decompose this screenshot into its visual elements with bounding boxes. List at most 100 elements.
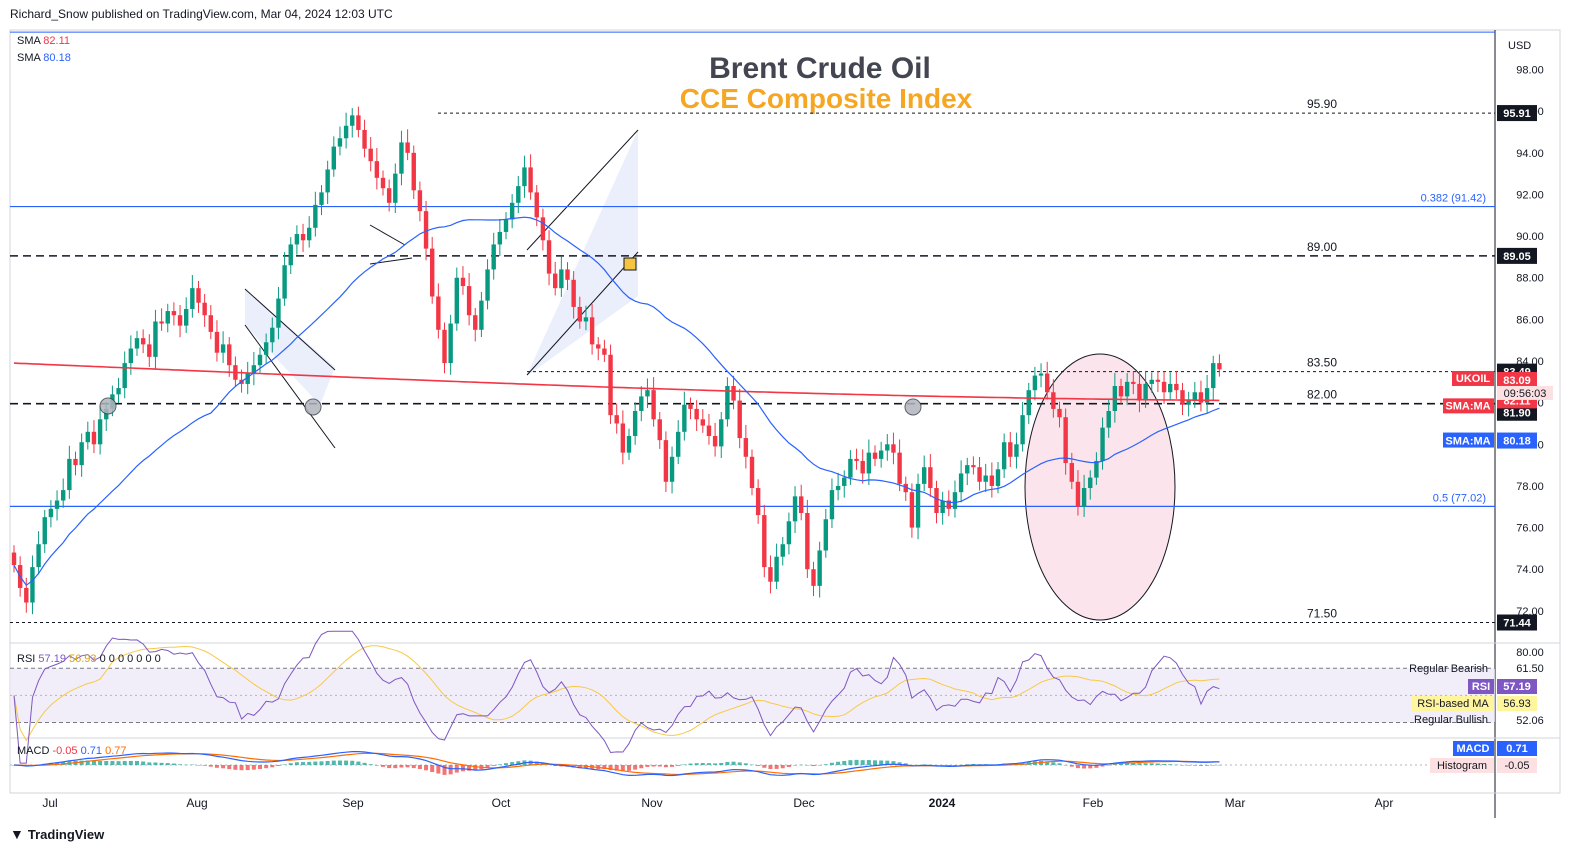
- candle-body: [116, 388, 121, 395]
- macd-histogram-bar: [651, 765, 656, 767]
- macd-histogram-bar: [491, 765, 496, 766]
- candle-body: [91, 431, 97, 445]
- macd-histogram-bar: [1198, 765, 1203, 766]
- candle-body: [134, 338, 140, 349]
- time-tick: Jul: [42, 796, 57, 810]
- macd-histogram-bar: [504, 763, 508, 765]
- macd-line: [13, 751, 1220, 777]
- candle-body: [626, 435, 632, 453]
- price-axis-label-text: 71.44: [1503, 618, 1531, 630]
- price-axis-label: [1497, 371, 1537, 388]
- candle-body: [177, 315, 183, 326]
- candle-body: [153, 321, 158, 357]
- candle-body: [423, 211, 429, 249]
- candle-body: [1014, 444, 1019, 457]
- sma-red-line: [13, 362, 1220, 402]
- tradingview-logo[interactable]: ▼ TradingView: [10, 826, 105, 842]
- macd-histogram-bar: [153, 762, 158, 765]
- macd-histogram-bar: [768, 765, 773, 769]
- candle-body: [11, 552, 17, 566]
- candle-body: [811, 569, 816, 586]
- price-axis-label-text: 83.09: [1503, 375, 1531, 387]
- candle-body: [405, 142, 410, 153]
- candle-body: [282, 265, 287, 299]
- candle-body: [79, 442, 84, 466]
- rsi-tick: 80.00: [1516, 647, 1544, 659]
- symbol-tag-text: UKOIL: [1456, 373, 1491, 385]
- macd-histogram-bar: [128, 760, 133, 765]
- macd-histogram-bar: [159, 762, 164, 765]
- candle-body: [989, 475, 995, 486]
- macd-histogram-bar: [719, 762, 724, 765]
- candle-body: [159, 321, 164, 324]
- candle-body: [67, 458, 72, 491]
- candle-body: [885, 444, 890, 451]
- macd-histogram-bar: [1180, 765, 1185, 766]
- macd-histogram-bar: [485, 765, 490, 768]
- candle-body: [313, 204, 318, 228]
- macd-histogram-bar: [1051, 762, 1056, 765]
- candle-body: [460, 277, 466, 287]
- candle-body: [577, 306, 582, 322]
- macd-histogram-bar: [1131, 762, 1136, 765]
- candle-body: [540, 217, 546, 241]
- candle-body: [1057, 408, 1062, 418]
- macd-histogram-bar: [190, 764, 195, 766]
- rsi-tag-text: RSI: [1472, 681, 1490, 693]
- candle-body: [374, 161, 380, 178]
- macd-histogram-bar: [264, 765, 269, 769]
- rsi-ma-tag: [1412, 696, 1494, 711]
- flag-channel-line: [244, 288, 336, 371]
- candle-body: [1106, 410, 1111, 428]
- candle-body: [54, 500, 60, 509]
- candle-body: [503, 219, 509, 232]
- chart-subtitle: CCE Composite Index: [680, 83, 973, 114]
- candle-body: [227, 344, 232, 366]
- macd-histogram-bar: [891, 761, 896, 765]
- candle-body: [565, 269, 570, 280]
- macd-histogram-bar: [694, 763, 699, 765]
- candle-body: [922, 467, 927, 484]
- macd-histogram-bar: [737, 762, 742, 765]
- flag-channel-line: [244, 324, 336, 449]
- candle-body: [632, 410, 638, 436]
- price-axis-label-text: 89.05: [1503, 251, 1531, 263]
- candle-body: [1174, 383, 1179, 391]
- macd-histogram-bar: [233, 765, 238, 770]
- candle-body: [1001, 442, 1007, 470]
- crossover-marker: [623, 257, 637, 271]
- macd-histogram-bar: [1205, 765, 1210, 766]
- macd-histogram-bar: [467, 765, 472, 771]
- macd-histogram-bar: [301, 762, 306, 765]
- macd-histogram-bar: [288, 763, 293, 765]
- macd-histogram-bar: [245, 765, 250, 771]
- candle-body: [1094, 460, 1099, 478]
- candle-body: [528, 167, 533, 193]
- rsi-line: [13, 630, 1220, 764]
- macd-histogram-bar: [713, 763, 718, 765]
- candle-body: [362, 129, 367, 149]
- macd-histogram-bar: [1162, 764, 1167, 765]
- price-tick: 90.00: [1516, 231, 1544, 243]
- macd-histogram-bar: [817, 765, 822, 766]
- rsi-tag: [1468, 679, 1494, 694]
- candle-body: [140, 338, 146, 345]
- candle-body: [934, 488, 939, 514]
- macd-histogram-bar: [411, 765, 416, 769]
- macd-histogram-bar: [1069, 765, 1074, 767]
- candle-body: [300, 234, 306, 241]
- histogram-tag: [1430, 758, 1494, 773]
- candle-body: [762, 515, 767, 568]
- macd-histogram-bar: [122, 761, 127, 765]
- candle-body: [442, 329, 447, 364]
- fib-level-label: 0.382 (91.42): [1421, 193, 1486, 205]
- candle-body: [479, 300, 484, 330]
- rising-channel-line: [526, 251, 639, 376]
- candle-body: [30, 567, 35, 603]
- macd-histogram-bar: [1137, 763, 1142, 765]
- candle-body: [516, 186, 521, 203]
- candle-body: [749, 456, 755, 489]
- candle-body: [1020, 415, 1025, 445]
- macd-histogram-bar: [1045, 761, 1050, 765]
